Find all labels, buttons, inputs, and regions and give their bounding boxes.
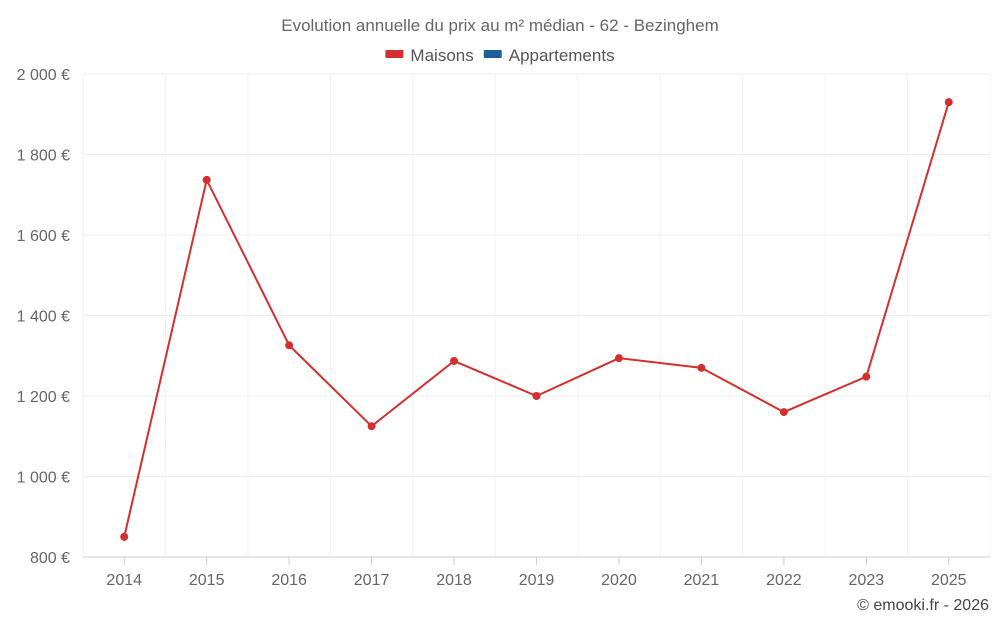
data-point[interactable] <box>532 392 541 400</box>
y-tick-label: 1 600 € <box>17 228 70 245</box>
data-point[interactable] <box>697 363 706 372</box>
x-tick-label: 2014 <box>106 572 142 589</box>
y-tick-label: 800 € <box>30 550 70 567</box>
y-tick-label: 1 000 € <box>17 470 70 487</box>
data-point[interactable] <box>862 372 871 381</box>
data-point[interactable] <box>202 175 211 184</box>
data-point[interactable] <box>285 341 294 350</box>
axis-layer: 800 € 1 000 € 1 200 € 1 400 € 1 600 € 1 800 €… <box>17 67 990 589</box>
y-tick-label: 1 800 € <box>17 148 70 165</box>
data-point[interactable] <box>614 354 623 363</box>
data-point[interactable] <box>120 532 129 541</box>
series-layer <box>120 98 953 541</box>
y-tick-label: 1 200 € <box>17 389 70 406</box>
x-tick-label: 2015 <box>189 572 225 589</box>
data-point[interactable] <box>367 422 376 431</box>
legend: Maisons Appartements <box>385 46 615 65</box>
x-tick-label: 2022 <box>766 572 802 589</box>
legend-label: Maisons <box>410 46 473 65</box>
x-tick-label: 2018 <box>436 572 472 589</box>
x-tick-label: 2019 <box>519 572 555 589</box>
x-tick-label: 2020 <box>601 572 637 589</box>
y-tick-label: 1 400 € <box>17 309 70 326</box>
legend-swatch <box>483 50 502 58</box>
legend-item-maisons[interactable]: Maisons <box>385 46 474 65</box>
data-point[interactable] <box>779 408 788 417</box>
x-tick-label: 2025 <box>931 572 967 589</box>
credit-label: © emooki.fr - 2026 <box>857 597 989 614</box>
x-tick-label: 2016 <box>271 572 307 589</box>
y-tick-label: 2 000 € <box>17 67 70 84</box>
legend-item-appartements[interactable]: Appartements <box>483 46 615 65</box>
legend-label: Appartements <box>509 46 615 65</box>
x-tick-label: 2021 <box>684 572 720 589</box>
grid-layer <box>82 73 991 558</box>
chart-title: Evolution annuelle du prix au m² médian … <box>281 16 719 35</box>
x-tick-label: 2017 <box>354 572 390 589</box>
x-tick-label: 2023 <box>849 572 885 589</box>
data-point[interactable] <box>450 356 459 365</box>
data-point[interactable] <box>944 98 953 107</box>
legend-swatch <box>385 50 404 58</box>
